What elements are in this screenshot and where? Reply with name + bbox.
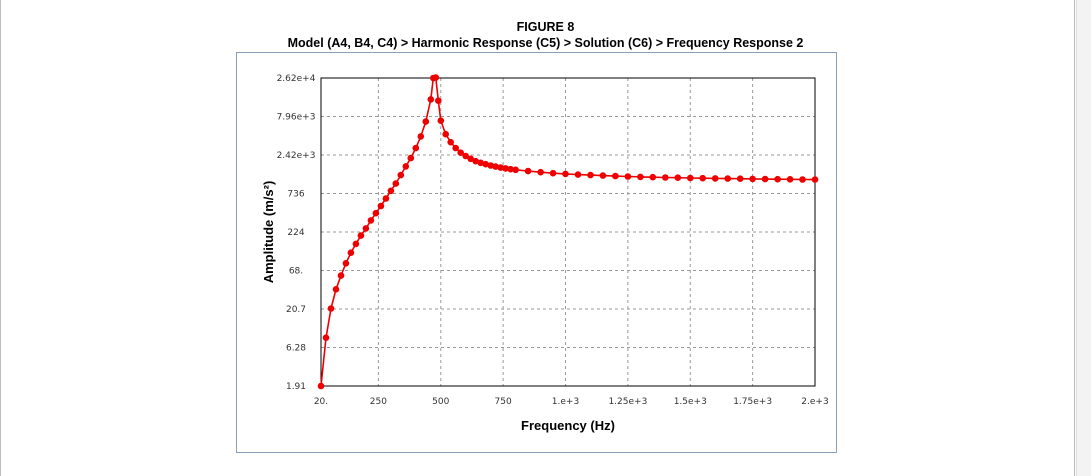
data-point [599, 172, 607, 179]
plot-area-border [320, 77, 816, 387]
y-tick-label: 2.42e+3 [277, 151, 316, 161]
data-point [442, 130, 449, 138]
data-point [624, 173, 632, 180]
data-point [462, 152, 469, 160]
data-point [507, 165, 514, 173]
data-point [437, 117, 445, 124]
data-point [549, 169, 557, 177]
data-point [649, 173, 657, 181]
data-point [392, 180, 400, 187]
data-point [524, 167, 532, 175]
data-point [761, 175, 769, 183]
x-tick-label: 1.75e+3 [733, 397, 772, 407]
frequency-response-chart: 20. 250 500 750 1.e+3 1.25e+3 1.5e+3 1.75e+3 2.e… [261, 74, 829, 433]
data-point [347, 249, 355, 256]
data-point [492, 163, 499, 170]
y-axis-label: Amplitude (m/s²) [261, 181, 276, 284]
chart-frame: 20. 250 500 750 1.e+3 1.25e+3 1.5e+3 1.75e+3 2.e… [236, 52, 837, 453]
data-point [317, 382, 325, 390]
data-point [397, 171, 405, 179]
data-point [711, 175, 719, 182]
y-tick-label: 736 [287, 189, 304, 199]
x-tick-label: 20. [314, 397, 328, 407]
data-point [412, 144, 420, 152]
y-tick-label: 7.96e+3 [277, 113, 316, 123]
data-point [537, 168, 544, 176]
data-point [377, 202, 385, 210]
y-tick-label: 6.28 [286, 344, 306, 354]
page-right-border [1074, 0, 1075, 476]
x-axis-label: Frequency (Hz) [521, 418, 615, 433]
figure-title: Model (A4, B4, C4) > Harmonic Response (… [287, 36, 804, 50]
y-tick-label: 1.91 [286, 382, 306, 392]
data-point [699, 174, 706, 182]
figure-label: FIGURE 8 [516, 20, 575, 34]
data-point [799, 176, 806, 183]
y-tick-label: 68. [289, 267, 303, 277]
data-point [402, 163, 410, 170]
x-tick-label: 1.25e+3 [608, 397, 647, 407]
x-tick-label: 1.5e+3 [674, 397, 707, 407]
data-point [447, 138, 454, 146]
y-tick-label: 20.7 [286, 305, 306, 315]
data-point [749, 175, 756, 183]
data-point [472, 157, 479, 165]
vertical-scrollbar[interactable] [1076, 0, 1091, 476]
data-point [574, 171, 582, 178]
data-point [342, 260, 350, 267]
data-point [452, 144, 459, 152]
data-point [322, 334, 330, 342]
x-tick-label: 1.e+3 [552, 397, 579, 407]
data-point [587, 171, 594, 179]
data-point [362, 225, 370, 232]
data-point [352, 240, 360, 248]
data-point [674, 174, 682, 181]
data-point [382, 195, 390, 202]
data-point [612, 172, 619, 180]
data-point [435, 97, 442, 104]
data-point [387, 187, 395, 195]
tick-labels: 20. 250 500 750 1.e+3 1.25e+3 1.5e+3 1.75e+3 2.e… [277, 74, 829, 407]
data-point [774, 175, 781, 183]
data-point [357, 232, 365, 239]
data-point [372, 209, 380, 217]
data-point [427, 96, 435, 103]
page-left-border [0, 0, 1, 476]
data-point [327, 305, 335, 312]
data-point [337, 272, 345, 279]
data-point [422, 118, 430, 125]
data-point [687, 174, 694, 182]
data-point [407, 154, 415, 162]
data-point [477, 159, 484, 167]
data-point [512, 166, 519, 174]
y-tick-label: 2.62e+4 [277, 74, 316, 84]
data-point [332, 286, 340, 293]
data-point [467, 155, 474, 163]
x-tick-label: 500 [432, 397, 449, 407]
data-point [502, 165, 509, 172]
data-point [786, 176, 794, 183]
x-tick-label: 2.e+3 [801, 397, 828, 407]
data-point [811, 176, 819, 183]
data-point [637, 173, 644, 181]
data-point [497, 164, 504, 171]
grid-lines [321, 78, 815, 386]
data-point [417, 133, 425, 140]
data-point [482, 160, 489, 168]
data-point [736, 175, 744, 182]
data-point [432, 74, 440, 81]
series-amplitude [317, 74, 819, 390]
data-point [562, 170, 569, 178]
data-point [457, 149, 464, 156]
data-point [724, 175, 731, 182]
y-tick-label: 224 [287, 228, 304, 238]
data-point [367, 217, 375, 224]
x-tick-label: 250 [370, 397, 387, 407]
data-point [662, 174, 669, 181]
x-tick-label: 750 [495, 397, 512, 407]
